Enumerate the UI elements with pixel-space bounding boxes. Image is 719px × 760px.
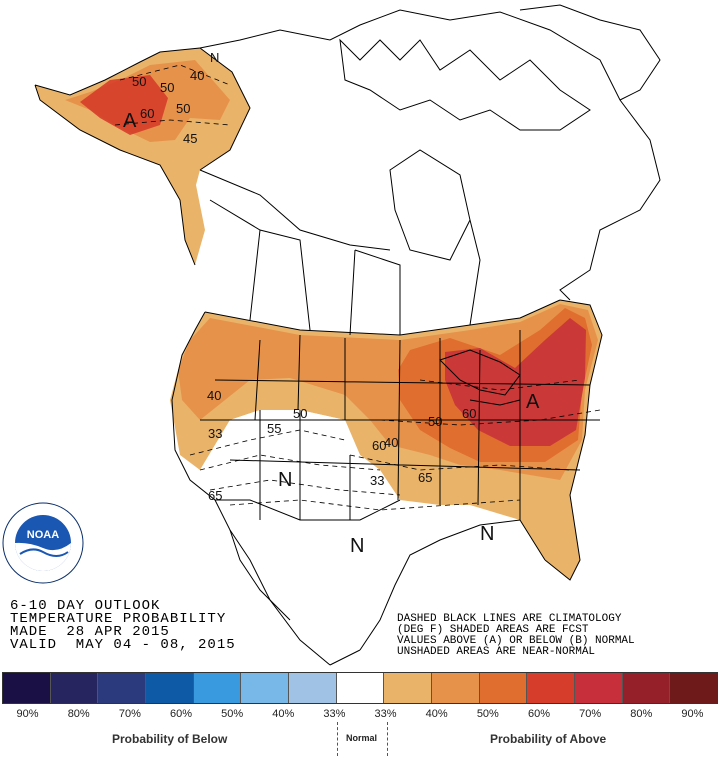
colorbar-swatch <box>146 673 194 703</box>
colorbar-tick-label: 60% <box>169 708 192 720</box>
colorbar-swatch <box>98 673 147 703</box>
alaska-label-60: 60 <box>140 106 154 121</box>
alaska-above-marker: A <box>123 110 137 132</box>
boundaries <box>34 4 661 666</box>
noaa-logo-text: NOAA <box>27 529 59 541</box>
outlook-title: 6-10 DAY OUTLOOK TEMPERATURE PROBABILITY… <box>10 598 236 653</box>
us-canada-border <box>204 299 561 336</box>
east-label-60: 60 <box>462 406 476 421</box>
alaska-coast <box>34 47 201 266</box>
below-label: Probability of Below <box>112 732 228 746</box>
colorbar-swatch <box>3 673 51 703</box>
colorbar-tick-label: 90% <box>16 708 39 720</box>
alaska-region-60 <box>80 75 168 135</box>
colorbar-swatch <box>432 673 480 703</box>
title-line-2: TEMPERATURE PROBABILITY <box>10 611 227 627</box>
great-lakes <box>439 349 521 406</box>
note-line-4: UNSHADED AREAS ARE NEAR-NORMAL <box>397 646 596 658</box>
colorbar-tick-label: 80% <box>630 708 653 720</box>
colorbar-tick-label: 60% <box>527 708 550 720</box>
canada-north-line <box>199 169 391 251</box>
mexico-border <box>215 499 401 521</box>
noaa-seal-icon: NOAA <box>2 502 84 584</box>
normal-label: Normal <box>346 733 378 743</box>
colorbar-tick-label: 33% <box>323 708 346 720</box>
west-label-50: 50 <box>293 406 307 421</box>
east-coast <box>544 299 603 581</box>
alaska-label-45: 45 <box>183 131 197 146</box>
colorbar-swatch <box>527 673 576 703</box>
north-coast <box>199 9 661 301</box>
alaska-label-40: 40 <box>190 68 204 83</box>
colorbar-tick-label: 50% <box>476 708 499 720</box>
east-above-marker: A <box>526 391 540 413</box>
title-line-4: VALID MAY 04 - 08, 2015 <box>10 637 236 653</box>
colorbar-swatch <box>622 673 671 703</box>
southeast-normal-marker: N <box>480 523 494 545</box>
alaska-label-50a: 50 <box>132 74 146 89</box>
colorbar-swatch <box>384 673 433 703</box>
colorbar-tick-label: 80% <box>67 708 90 720</box>
west-label-65: 65 <box>208 488 222 503</box>
alaska-label-50b: 50 <box>160 80 174 95</box>
alaska-border <box>199 47 251 171</box>
colorbar-swatch <box>670 673 718 703</box>
east-label-50: 50 <box>428 414 442 429</box>
noaa-logo: NOAA <box>2 502 84 589</box>
west-label-33: 33 <box>208 426 222 441</box>
central-label-60: 60 <box>372 438 386 453</box>
normal-divider-right <box>387 722 388 756</box>
colorbar-swatch <box>336 673 385 703</box>
probability-colorbar <box>2 672 718 704</box>
east-region-70 <box>445 318 586 446</box>
shaded-regions <box>35 48 602 580</box>
colorbar-tick-label: 90% <box>681 708 704 720</box>
colorbar-swatch <box>193 673 242 703</box>
colorbar-tick-label: 40% <box>272 708 295 720</box>
gulf-coast <box>359 519 546 651</box>
above-label: Probability of Above <box>490 732 607 746</box>
legend-note: DASHED BLACK LINES ARE CLIMATOLOGY (DEG … <box>397 614 635 658</box>
colorbar-swatch <box>289 673 337 703</box>
colorbar-swatch <box>50 673 99 703</box>
title-line-1: 6-10 DAY OUTLOOK <box>10 598 161 614</box>
colorbar-tick-label: 70% <box>118 708 141 720</box>
west-normal-marker: N <box>278 469 292 491</box>
normal-divider-left <box>337 722 338 756</box>
alaska-label-50c: 50 <box>176 101 190 116</box>
colorbar-tick-label: 33% <box>374 708 397 720</box>
note-line-1: DASHED BLACK LINES ARE CLIMATOLOGY <box>397 613 622 625</box>
greenland-edge <box>519 4 661 101</box>
mexico-coast <box>229 529 361 666</box>
south-normal-marker: N <box>350 535 364 557</box>
colorbar-tick-label: 70% <box>579 708 602 720</box>
central-label-33: 33 <box>370 473 384 488</box>
central-label-40: 40 <box>384 435 398 450</box>
colorbar-swatch <box>479 673 528 703</box>
central-label-65: 65 <box>418 470 432 485</box>
title-line-3: MADE 28 APR 2015 <box>10 624 170 640</box>
probability-ticks: 90% 80% 70% 60% 50% 40% 33% 33% 40% 50% 60% 70% 80% 9… <box>2 708 718 724</box>
note-line-2: (DEG F) SHADED AREAS ARE FCST <box>397 624 589 636</box>
alaska-normal-marker: N <box>210 50 219 65</box>
colorbar-swatch <box>241 673 290 703</box>
west-coast <box>171 311 331 666</box>
climatology-lines <box>114 64 601 511</box>
colorbar-tick-label: 50% <box>221 708 244 720</box>
note-line-3: VALUES ABOVE (A) OR BELOW (B) NORMAL <box>397 635 635 647</box>
map-labels: A 50 50 40 60 50 45 N 40 33 50 55 65 N 6… <box>123 50 540 557</box>
arctic-islands <box>339 38 591 131</box>
colorbar-tick-label: 40% <box>425 708 448 720</box>
colorbar-swatch <box>575 673 623 703</box>
us-states <box>200 330 600 520</box>
west-label-40: 40 <box>207 388 221 403</box>
west-label-55: 55 <box>267 421 281 436</box>
canada-provinces <box>209 199 481 336</box>
forecast-map: A 50 50 40 60 50 45 N 40 33 50 55 65 N 6… <box>34 4 661 666</box>
hudson-bay <box>389 149 471 261</box>
